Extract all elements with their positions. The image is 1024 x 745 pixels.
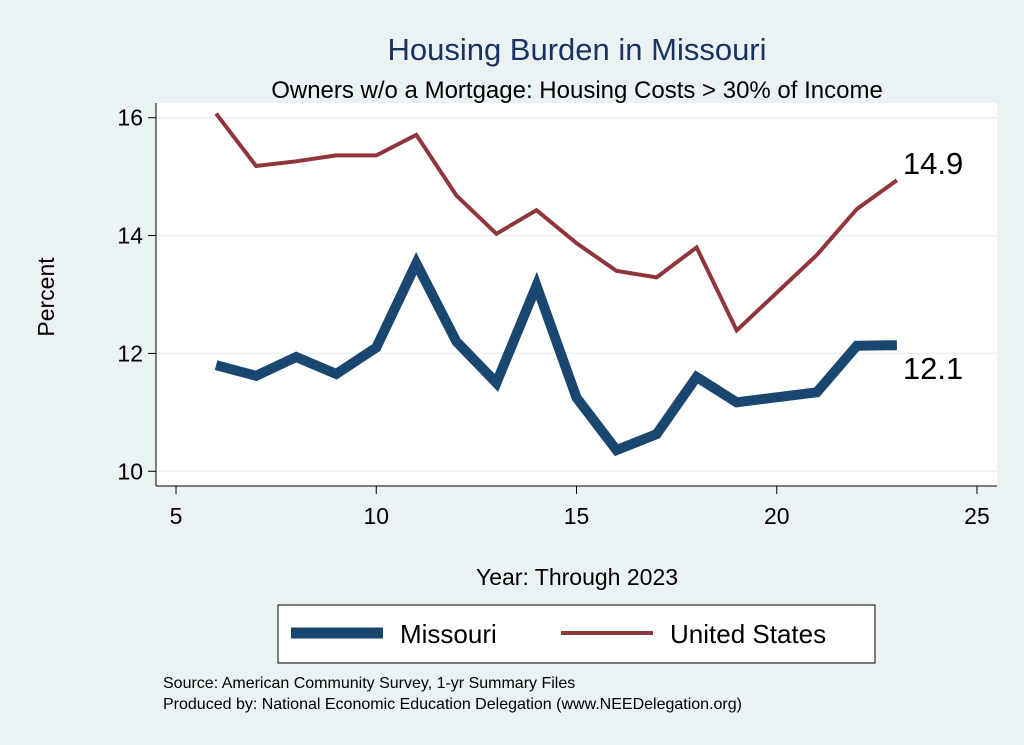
x-tick-label-20: 20	[764, 503, 790, 529]
x-axis-title: Year: Through 2023	[476, 564, 678, 590]
y-tick-label-16: 16	[117, 105, 143, 131]
x-tick-label-25: 25	[964, 503, 990, 529]
y-axis-title: Percent	[33, 257, 59, 337]
series-line-united-states	[214, 112, 899, 334]
legend-label-missouri: Missouri	[400, 619, 497, 649]
end-labels: 12.1 14.9	[903, 146, 963, 386]
y-tick-label-12: 12	[117, 340, 143, 366]
source-note: Source: American Community Survey, 1-yr …	[163, 675, 575, 692]
plot-area	[156, 103, 997, 486]
y-tick-label-10: 10	[117, 458, 143, 484]
axes: 10 12 14 16 5 10 15 20 25	[117, 103, 997, 529]
series-line-missouri	[214, 252, 897, 457]
produced-note: Produced by: National Economic Education…	[163, 696, 742, 713]
y-tick-label-14: 14	[117, 223, 143, 249]
x-tick-label-5: 5	[170, 503, 183, 529]
legend-label-united-states: United States	[670, 619, 826, 649]
end-label-united-states: 14.9	[903, 146, 963, 181]
chart-title: Housing Burden in Missouri	[387, 32, 766, 67]
x-tick-label-15: 15	[564, 503, 590, 529]
series	[214, 112, 899, 457]
legend: Missouri United States	[277, 604, 876, 664]
x-tick-label-10: 10	[363, 503, 389, 529]
chart-subtitle: Owners w/o a Mortgage: Housing Costs > 3…	[271, 77, 883, 104]
end-label-missouri: 12.1	[903, 351, 963, 386]
